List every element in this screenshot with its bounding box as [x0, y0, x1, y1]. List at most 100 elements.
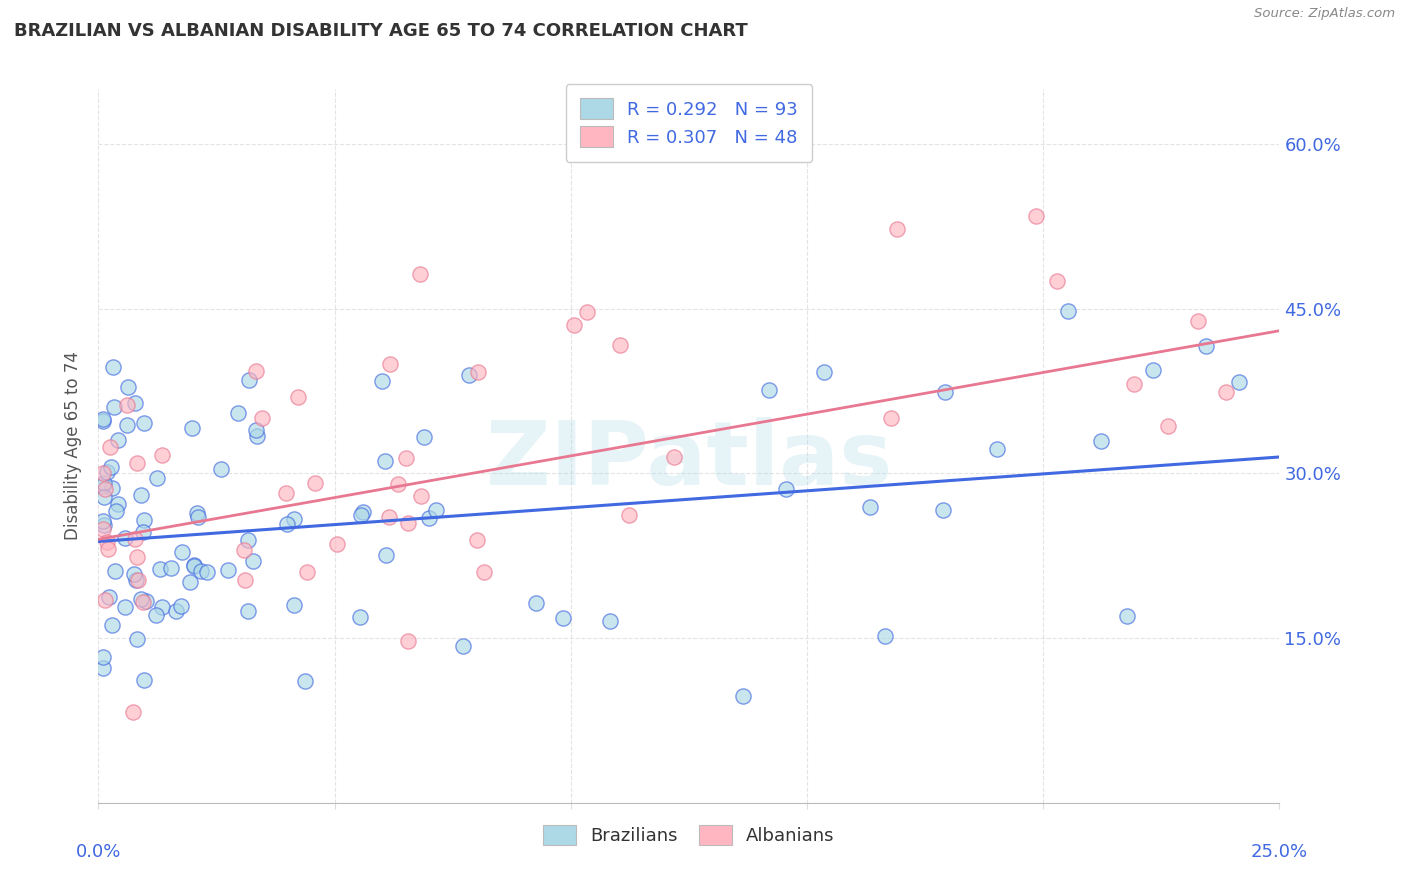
Point: [132, 673, 155, 688]
Point: [370, 375, 392, 389]
Point: [127, 573, 149, 587]
Point: [409, 267, 432, 281]
Point: [125, 574, 148, 588]
Point: [232, 542, 254, 557]
Point: [117, 380, 139, 394]
Point: [98, 440, 121, 454]
Point: [132, 595, 155, 609]
Point: [457, 368, 479, 382]
Point: [170, 545, 193, 559]
Text: BRAZILIAN VS ALBANIAN DISABILITY AGE 65 TO 74 CORRELATION CHART: BRAZILIAN VS ALBANIAN DISABILITY AGE 65 …: [14, 22, 748, 40]
Point: [886, 222, 908, 236]
Point: [245, 364, 267, 378]
Point: [107, 497, 129, 511]
Point: [93, 518, 115, 533]
Point: [245, 423, 267, 437]
Point: [1227, 376, 1250, 390]
Point: [242, 554, 264, 568]
Point: [183, 558, 205, 573]
Point: [1046, 274, 1069, 288]
Point: [350, 508, 373, 523]
Point: [233, 573, 256, 587]
Point: [129, 488, 152, 502]
Point: [553, 610, 575, 624]
Y-axis label: Disability Age 65 to 74: Disability Age 65 to 74: [65, 351, 83, 541]
Point: [91, 412, 114, 426]
Point: [1025, 209, 1047, 223]
Point: [115, 398, 138, 412]
Point: [114, 531, 136, 545]
Point: [217, 563, 239, 577]
Point: [96, 466, 118, 480]
Point: [325, 537, 347, 551]
Point: [115, 418, 138, 433]
Point: [1090, 434, 1112, 448]
Point: [97, 590, 120, 604]
Point: [374, 454, 396, 468]
Point: [124, 396, 146, 410]
Point: [165, 604, 187, 618]
Point: [250, 411, 273, 425]
Point: [931, 503, 953, 517]
Point: [374, 548, 396, 562]
Point: [880, 411, 903, 425]
Point: [121, 705, 143, 719]
Point: [97, 542, 120, 557]
Point: [100, 460, 122, 475]
Point: [617, 508, 640, 523]
Point: [562, 318, 585, 332]
Point: [451, 639, 474, 653]
Point: [859, 500, 882, 514]
Point: [599, 615, 621, 629]
Point: [91, 522, 114, 536]
Point: [287, 390, 309, 404]
Point: [731, 690, 754, 704]
Point: [283, 512, 305, 526]
Point: [413, 429, 436, 443]
Point: [101, 481, 124, 495]
Point: [91, 414, 114, 428]
Point: [101, 618, 124, 632]
Point: [150, 448, 173, 462]
Point: [1116, 609, 1139, 624]
Point: [134, 416, 156, 430]
Point: [425, 503, 447, 517]
Point: [398, 516, 420, 531]
Point: [609, 338, 631, 352]
Point: [132, 513, 155, 527]
Point: [238, 604, 260, 618]
Point: [387, 477, 409, 491]
Point: [186, 506, 208, 520]
Point: [1157, 418, 1180, 433]
Point: [190, 564, 212, 578]
Point: [1122, 377, 1144, 392]
Point: [104, 504, 127, 518]
Point: [179, 575, 201, 590]
Point: [124, 532, 146, 546]
Point: [91, 661, 114, 675]
Text: 0.0%: 0.0%: [76, 843, 121, 861]
Point: [104, 564, 127, 578]
Point: [150, 599, 173, 614]
Point: [149, 562, 172, 576]
Point: [93, 482, 115, 496]
Point: [986, 442, 1008, 457]
Point: [91, 466, 114, 480]
Point: [378, 510, 401, 524]
Point: [146, 471, 169, 485]
Point: [297, 566, 319, 580]
Point: [294, 674, 316, 689]
Point: [93, 490, 115, 504]
Point: [107, 433, 129, 447]
Point: [1195, 339, 1218, 353]
Point: [662, 450, 685, 464]
Text: Source: ZipAtlas.com: Source: ZipAtlas.com: [1254, 7, 1395, 21]
Point: [91, 479, 114, 493]
Point: [135, 594, 157, 608]
Legend: Brazilians, Albanians: Brazilians, Albanians: [534, 815, 844, 855]
Point: [183, 558, 205, 572]
Point: [238, 373, 260, 387]
Point: [274, 485, 297, 500]
Point: [96, 535, 118, 549]
Point: [125, 456, 148, 470]
